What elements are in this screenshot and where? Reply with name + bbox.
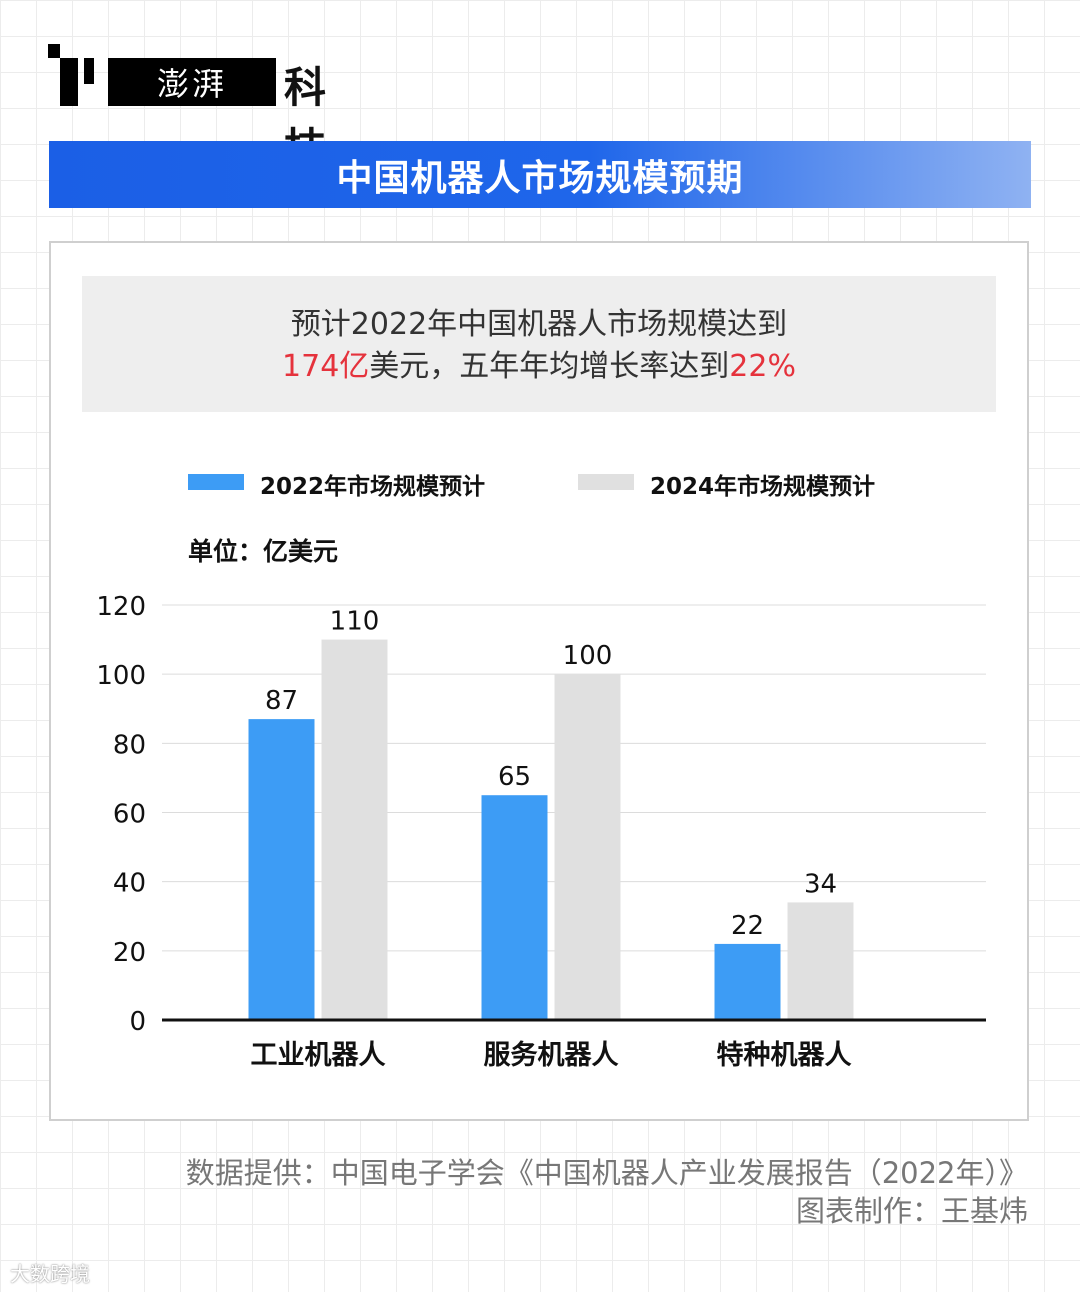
- summary-line-2: 174亿美元，五年年均增长率达到22%: [82, 346, 996, 388]
- summary-mid-text: 美元，五年年均增长率达到: [369, 349, 730, 384]
- bar: [248, 719, 315, 1020]
- bar: [554, 674, 621, 1020]
- y-tick-label: 100: [96, 661, 146, 691]
- unit-label: 单位：亿美元: [188, 537, 339, 566]
- legend-label-2024: 2024年市场规模预计: [650, 474, 876, 500]
- data-label: 22: [731, 911, 764, 941]
- summary-line-1: 预计2022年中国机器人市场规模达到: [290, 307, 788, 342]
- legend-swatch-2024: [578, 474, 634, 490]
- logo-wordmark-text: 澎湃: [156, 65, 227, 103]
- data-source: 数据提供：中国电子学会《中国机器人产业发展报告（2022年）》 图表制作：王基炜: [186, 1154, 1028, 1230]
- y-tick-label: 40: [113, 869, 146, 899]
- source-line-1: 数据提供：中国电子学会《中国机器人产业发展报告（2022年）》: [185, 1156, 1028, 1190]
- summary-growth-rate: 22%: [729, 349, 796, 384]
- bar: [787, 902, 854, 1020]
- bar: [321, 639, 388, 1020]
- y-tick-label: 20: [113, 938, 146, 968]
- x-tick-label: 特种机器人: [717, 1040, 852, 1071]
- data-label: 100: [563, 641, 613, 671]
- y-tick-label: 60: [113, 800, 146, 830]
- watermark: 大数跨境: [10, 1262, 90, 1286]
- x-tick-label: 工业机器人: [251, 1040, 386, 1071]
- summary-market-size: 174亿: [282, 349, 370, 384]
- data-label: 34: [804, 869, 837, 899]
- legend-label-2022: 2022年市场规模预计: [260, 474, 486, 500]
- data-label: 110: [330, 607, 380, 637]
- source-line-2: 图表制作：王基炜: [795, 1194, 1028, 1228]
- y-tick-label: 80: [113, 730, 146, 760]
- data-label: 87: [265, 686, 298, 716]
- legend-swatch-2022: [188, 474, 244, 490]
- bar: [481, 795, 548, 1020]
- title-banner: 中国机器人市场规模预期: [49, 141, 1031, 208]
- logo-wordmark: 澎湃: [108, 58, 276, 106]
- x-tick-label: 服务机器人: [484, 1040, 619, 1071]
- y-tick-label: 0: [129, 1007, 146, 1037]
- summary-box: 预计2022年中国机器人市场规模达到 174亿美元，五年年均增长率达到22%: [82, 276, 996, 412]
- banner-title: 中国机器人市场规模预期: [336, 157, 744, 199]
- logo-mark-icon: [48, 44, 108, 108]
- bar: [714, 943, 781, 1020]
- y-tick-label: 120: [96, 592, 146, 622]
- data-label: 65: [498, 762, 531, 792]
